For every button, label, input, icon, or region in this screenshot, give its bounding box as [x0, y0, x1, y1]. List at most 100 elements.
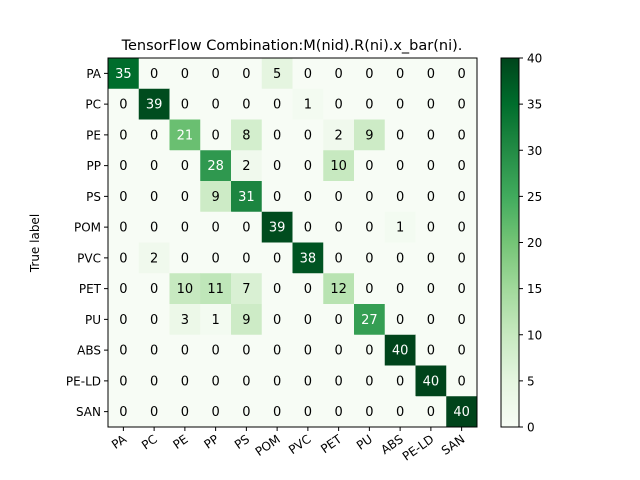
y-tick-label: PE-LD	[66, 374, 101, 388]
heatmap-cell	[384, 242, 416, 274]
heatmap-cell	[169, 181, 201, 213]
cell-value-label: 0	[242, 67, 250, 82]
cell-value-label: 11	[207, 282, 224, 297]
heatmap-cell	[292, 211, 324, 243]
cell-value-label: 0	[457, 251, 465, 266]
heatmap-cell	[323, 58, 355, 90]
heatmap-cell	[323, 150, 355, 182]
cell-value-label: 0	[304, 128, 312, 143]
cell-value-label: 0	[181, 374, 189, 389]
heatmap-cell	[261, 242, 293, 274]
y-axis-label: True label	[28, 214, 42, 273]
heatmap-cell	[415, 304, 447, 336]
cell-value-label: 1	[211, 313, 219, 328]
cell-value-label: 9	[211, 190, 219, 205]
heatmap-cell	[200, 181, 232, 213]
cell-value-label: 0	[365, 190, 373, 205]
heatmap-cell	[169, 150, 201, 182]
x-tick-label: PP	[201, 432, 221, 452]
colorbar-tick-label: 35	[527, 98, 542, 112]
heatmap-cell	[200, 273, 232, 305]
cell-value-label: 0	[304, 190, 312, 205]
heatmap-cell	[446, 119, 478, 151]
heatmap-cell	[231, 119, 263, 151]
heatmap-cell	[231, 334, 263, 366]
heatmap-cell	[354, 396, 386, 428]
heatmap-cell	[261, 181, 293, 213]
heatmap-cell	[200, 211, 232, 243]
heatmap-cell	[415, 119, 447, 151]
heatmap-cell	[415, 211, 447, 243]
heatmap-cell	[231, 181, 263, 213]
cell-value-label: 0	[396, 251, 404, 266]
cell-value-label: 0	[334, 98, 342, 113]
chart-title: TensorFlow Combination:M(nid).R(ni).x_ba…	[121, 38, 463, 54]
cell-value-label: 0	[304, 374, 312, 389]
heatmap-cell	[323, 304, 355, 336]
cell-value-label: 21	[177, 128, 194, 143]
cell-value-label: 0	[365, 405, 373, 420]
heatmap-cell	[384, 58, 416, 90]
heatmap-cell	[384, 304, 416, 336]
heatmap-cell	[108, 242, 140, 274]
cell-value-label: 2	[334, 128, 342, 143]
y-tick-label: PC	[85, 98, 101, 112]
heatmap-cell	[231, 58, 263, 90]
cell-value-label: 0	[211, 128, 219, 143]
cell-value-label: 0	[181, 190, 189, 205]
heatmap-cell	[138, 119, 170, 151]
cell-value-label: 0	[365, 374, 373, 389]
heatmap-cell	[200, 334, 232, 366]
cell-value-label: 0	[427, 344, 435, 359]
cell-value-label: 0	[242, 251, 250, 266]
heatmap-cell	[108, 334, 140, 366]
heatmap-cell	[384, 396, 416, 428]
heatmap-cell	[138, 365, 170, 397]
cell-value-label: 28	[207, 159, 224, 174]
heatmap-cell	[384, 119, 416, 151]
heatmap-cell	[200, 365, 232, 397]
cell-value-label: 39	[146, 98, 163, 113]
heatmap-cell	[354, 88, 386, 120]
heatmap-cell	[415, 150, 447, 182]
cell-value-labels: 35 0 0 0 0 5 0 0 0 0 0 00 39 0 0 0 0 1 0 0 0 0 00 0 21 0 8 0 0 2 9 0 0 00…	[115, 67, 470, 420]
cell-value-label: 0	[211, 98, 219, 113]
cell-value-label: 0	[334, 344, 342, 359]
cell-value-label: 0	[150, 344, 158, 359]
heatmap-cell	[354, 58, 386, 90]
heatmap-cell	[138, 88, 170, 120]
x-tick-label: PU	[354, 432, 375, 453]
cell-value-label: 35	[115, 67, 132, 82]
heatmap-cell	[231, 88, 263, 120]
cell-value-label: 0	[334, 67, 342, 82]
cell-value-label: 0	[273, 374, 281, 389]
heatmap-cell	[415, 58, 447, 90]
cell-value-label: 0	[427, 221, 435, 236]
colorbar-tick-label: 30	[527, 144, 542, 158]
heatmap-cell	[108, 150, 140, 182]
cell-value-label: 0	[273, 128, 281, 143]
heatmap-cell	[292, 365, 324, 397]
y-tick-label: ABS	[77, 344, 101, 358]
cell-value-label: 0	[304, 221, 312, 236]
cell-value-label: 0	[211, 251, 219, 266]
heatmap-cell	[138, 58, 170, 90]
cell-value-label: 0	[119, 221, 127, 236]
heatmap-cell	[108, 58, 140, 90]
cell-value-label: 0	[396, 405, 404, 420]
cell-value-label: 0	[396, 190, 404, 205]
heatmap-cell	[384, 150, 416, 182]
cell-value-label: 0	[396, 128, 404, 143]
y-tick-label: PU	[85, 313, 101, 327]
cell-value-label: 12	[330, 282, 347, 297]
cell-value-label: 0	[457, 221, 465, 236]
heatmap-cell	[200, 396, 232, 428]
heatmap-cell	[138, 150, 170, 182]
cell-value-label: 0	[427, 405, 435, 420]
cell-value-label: 0	[150, 190, 158, 205]
cell-value-label: 0	[304, 159, 312, 174]
cell-value-label: 0	[119, 374, 127, 389]
heatmap-cell	[138, 242, 170, 274]
cell-value-label: 0	[396, 313, 404, 328]
cell-value-label: 2	[242, 159, 250, 174]
